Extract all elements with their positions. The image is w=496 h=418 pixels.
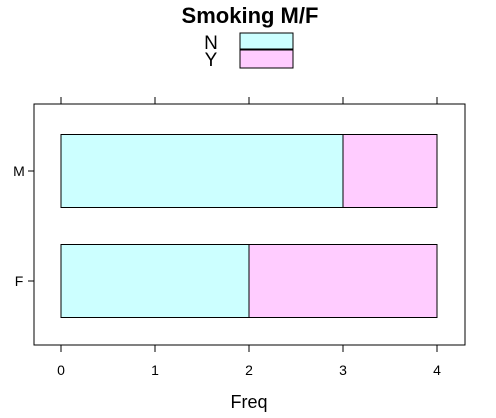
y-tick-label-m: M [13,163,25,179]
x-tick-label-2: 2 [245,362,253,378]
legend: N Y [204,32,294,71]
bar-m-n [60,134,344,208]
y-tick-label-f: F [15,273,24,289]
bars [60,134,438,318]
axis-ticks: M F 0 1 2 3 4 [13,97,441,378]
legend-item-y: Y [205,49,294,71]
legend-swatch-n [239,32,294,50]
x-tick-label-4: 4 [433,362,441,378]
bar-f-y [248,244,438,318]
legend-label-y: Y [205,50,218,71]
x-tick-label-3: 3 [339,362,347,378]
x-tick-label-1: 1 [151,362,159,378]
chart-title: Smoking M/F [182,3,319,28]
legend-item-n: N [204,32,294,54]
bar-f-n [60,244,250,318]
x-axis-label: Freq [230,392,267,412]
legend-swatch-y [239,49,294,69]
x-tick-label-0: 0 [57,362,65,378]
bar-m-y [342,134,438,208]
legend-label-n: N [204,33,218,54]
